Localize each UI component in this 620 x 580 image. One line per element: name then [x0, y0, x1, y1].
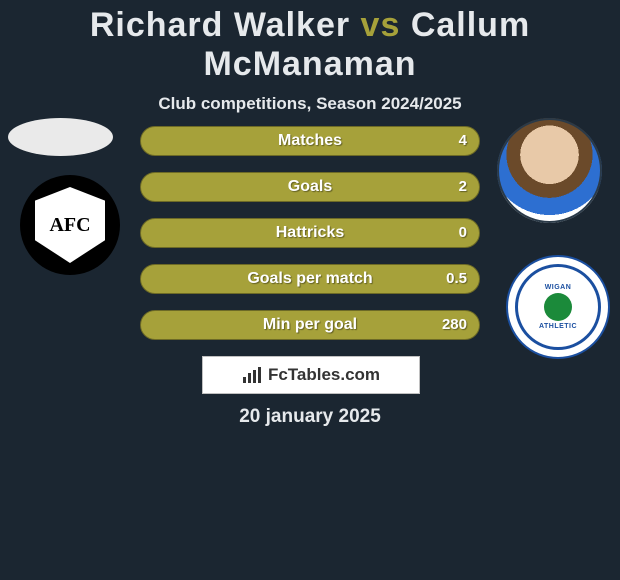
stat-row-label: Hattricks	[141, 219, 479, 247]
player-b-avatar	[497, 118, 602, 223]
stat-row: Goals2	[140, 172, 480, 202]
stat-row-value-right: 0.5	[446, 265, 467, 293]
title-vs: vs	[361, 6, 401, 44]
comparison-card: Richard Walker vs Callum McManaman Club …	[0, 0, 620, 580]
club-b-name-bottom: ATHLETIC	[539, 323, 577, 330]
stat-row: Min per goal280	[140, 310, 480, 340]
stat-row-label: Matches	[141, 127, 479, 155]
player-b-club-badge: WIGAN ATHLETIC	[506, 255, 610, 359]
stat-row-label: Goals	[141, 173, 479, 201]
player-a-avatar	[8, 118, 113, 156]
bar-chart-icon	[242, 367, 262, 383]
club-a-initials: AFC	[49, 214, 90, 237]
branding-text: FcTables.com	[268, 365, 380, 385]
stat-row-value-right: 280	[442, 311, 467, 339]
stat-row-label: Goals per match	[141, 265, 479, 293]
club-shield-icon: AFC	[35, 187, 105, 263]
branding-box: FcTables.com	[202, 356, 420, 394]
stat-row: Goals per match0.5	[140, 264, 480, 294]
club-b-name-top: WIGAN	[545, 284, 572, 291]
stat-row: Matches4	[140, 126, 480, 156]
tree-icon	[544, 293, 572, 321]
stat-bars: Matches4Goals2Hattricks0Goals per match0…	[140, 126, 480, 356]
page-title: Richard Walker vs Callum McManaman	[0, 0, 620, 84]
title-player-a: Richard Walker	[90, 6, 350, 44]
club-ring-icon: WIGAN ATHLETIC	[515, 264, 601, 350]
stat-row-value-right: 0	[459, 219, 467, 247]
player-a-club-badge: AFC	[20, 175, 120, 275]
stat-row-value-right: 4	[459, 127, 467, 155]
stat-row-value-right: 2	[459, 173, 467, 201]
subtitle: Club competitions, Season 2024/2025	[0, 94, 620, 114]
stat-row: Hattricks0	[140, 218, 480, 248]
stat-row-label: Min per goal	[141, 311, 479, 339]
date-label: 20 january 2025	[0, 406, 620, 428]
